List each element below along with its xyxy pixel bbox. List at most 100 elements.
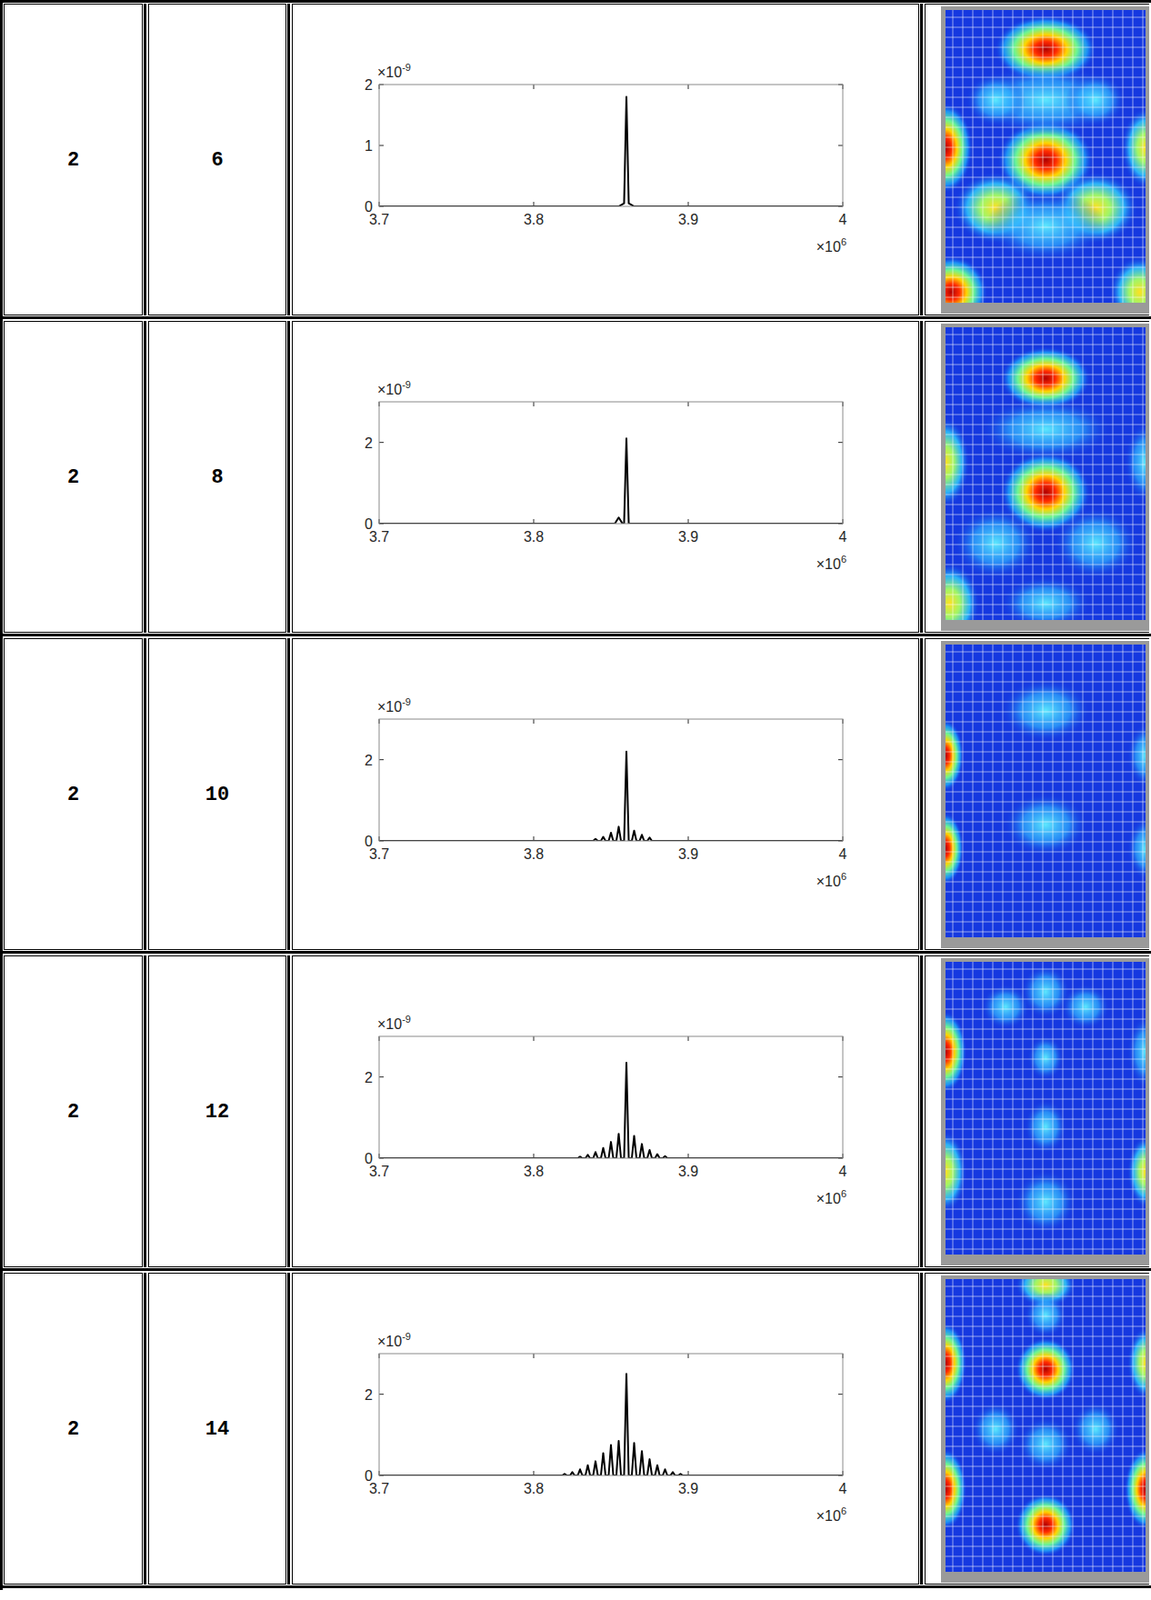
- mesh-line: [1132, 961, 1134, 1255]
- column-separator: [143, 955, 147, 1268]
- mesh-line: [945, 1316, 1146, 1318]
- x-tick-label: 3.8: [523, 529, 544, 545]
- image-frame: [940, 6, 1150, 314]
- chart-cell: 3.73.83.9402×10-9×106: [291, 320, 920, 633]
- mesh-line: [1072, 10, 1074, 303]
- y-tick: [379, 1393, 384, 1395]
- mesh-line: [945, 691, 1146, 693]
- mode-shape-field: [945, 961, 1146, 1255]
- mesh-line: [945, 1219, 1146, 1221]
- mesh-line: [962, 327, 964, 621]
- mesh-line: [945, 504, 1146, 506]
- field-blob: [971, 1401, 1021, 1456]
- x-tick-label: 4: [839, 1163, 848, 1180]
- mesh-line: [1092, 644, 1094, 938]
- image-frame: [940, 1275, 1150, 1583]
- mesh-line: [945, 1009, 1146, 1011]
- mesh-line: [1112, 961, 1114, 1255]
- mesh-line: [945, 564, 1146, 566]
- x-tick: [533, 84, 535, 90]
- y-tick: [838, 759, 843, 761]
- mesh-line: [1052, 1279, 1054, 1572]
- mesh-line: [945, 267, 1146, 269]
- y-tick: [379, 145, 384, 147]
- mode-shape: [925, 639, 1150, 950]
- axis-factor: ×106: [816, 236, 847, 255]
- mesh-line: [1132, 327, 1134, 621]
- mesh-line: [1072, 1279, 1074, 1572]
- mesh-line: [945, 969, 1146, 971]
- mesh-line: [1042, 327, 1044, 621]
- axis-factor-exponent: -9: [401, 1013, 411, 1025]
- field-blob: [1061, 984, 1111, 1031]
- mesh-line: [945, 297, 1146, 299]
- mesh-line: [945, 197, 1146, 199]
- axis-factor-exponent: 6: [840, 1188, 847, 1200]
- spectrum-line: [379, 751, 843, 841]
- mesh-line: [945, 1189, 1146, 1191]
- mesh-line: [945, 989, 1146, 991]
- field-blob: [1000, 679, 1091, 742]
- cell-text: 2: [4, 148, 142, 171]
- mesh-line: [945, 851, 1146, 853]
- image-cell: [924, 3, 1150, 316]
- mesh-line: [945, 751, 1146, 753]
- field-blob: [1071, 1401, 1121, 1456]
- mesh-line: [1062, 10, 1064, 303]
- field-blob: [1015, 1170, 1076, 1233]
- mesh-line: [945, 1049, 1146, 1051]
- mesh-line: [992, 10, 994, 303]
- mesh-line: [1002, 644, 1004, 938]
- mode-shape: [925, 4, 1150, 315]
- mesh-line: [1062, 327, 1064, 621]
- y-tick-label: 2: [364, 752, 373, 769]
- field-blob: [1024, 1292, 1067, 1339]
- x-tick: [688, 719, 690, 724]
- mesh-line: [945, 1396, 1146, 1398]
- mesh-line: [945, 1306, 1146, 1308]
- mesh-line: [945, 187, 1146, 189]
- mesh-line: [945, 1139, 1146, 1141]
- mesh-line: [1032, 961, 1034, 1255]
- x-tick: [688, 401, 690, 407]
- chart: 3.73.83.9402×10-9×106: [292, 1273, 919, 1584]
- mesh-line: [1102, 1279, 1104, 1572]
- mesh-line: [945, 861, 1146, 863]
- mode-shape: [925, 1273, 1150, 1584]
- row-separator: [0, 1585, 1151, 1589]
- mesh-line: [945, 1566, 1146, 1568]
- mesh-line: [945, 711, 1146, 713]
- y-tick: [838, 145, 843, 147]
- x-tick-label: 4: [839, 529, 848, 545]
- mesh-line: [1062, 1279, 1064, 1572]
- mesh-line: [945, 661, 1146, 663]
- mesh-line: [1072, 327, 1074, 621]
- mesh-line: [945, 1129, 1146, 1131]
- mesh-line: [945, 1119, 1146, 1121]
- column-separator: [287, 955, 291, 1268]
- y-tick-label: 2: [364, 1070, 373, 1086]
- mesh-line: [945, 1526, 1146, 1528]
- mode-shape-field: [945, 10, 1146, 303]
- mesh-line: [945, 801, 1146, 803]
- x-tick-label: 4: [839, 1481, 848, 1497]
- mesh-line: [945, 701, 1146, 703]
- mesh-line: [945, 1386, 1146, 1388]
- mesh-line: [945, 1456, 1146, 1458]
- mode-shape: [925, 321, 1150, 632]
- mesh-line: [1002, 1279, 1004, 1572]
- mesh-line: [1002, 327, 1004, 621]
- field-blob: [945, 720, 964, 792]
- plot-background: [379, 1036, 843, 1159]
- mesh-line: [1102, 327, 1104, 621]
- axis-factor: ×10-9: [377, 379, 411, 398]
- mesh-line: [1122, 1279, 1124, 1572]
- axis-factor: ×106: [816, 870, 847, 890]
- mesh-line: [945, 207, 1146, 209]
- mesh-line: [945, 831, 1146, 833]
- mesh-line: [945, 1496, 1146, 1498]
- field-blob: [1003, 792, 1088, 856]
- mesh-line: [945, 67, 1146, 69]
- plot-background: [379, 1353, 843, 1476]
- mesh-line: [945, 681, 1146, 683]
